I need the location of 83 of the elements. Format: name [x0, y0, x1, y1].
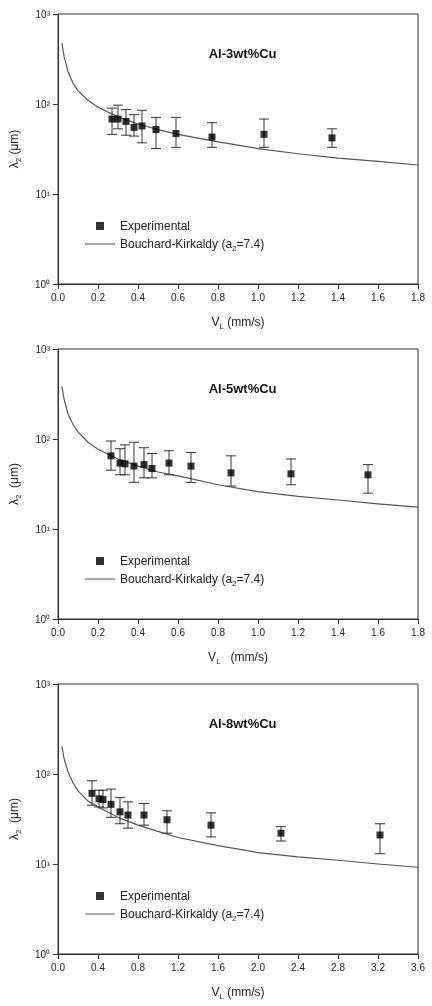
y-tick-label: 10³ [35, 343, 51, 355]
line-series [61, 42, 419, 166]
x-tick-label: 0.6 [171, 626, 186, 638]
x-tick-label: 2.8 [331, 961, 346, 973]
y-tick-label: 10⁰ [34, 278, 50, 290]
x-tick-label: 0.6 [171, 291, 186, 303]
point [124, 811, 132, 819]
point [114, 115, 122, 123]
y-axis-title: λ2 (μm) [7, 462, 23, 506]
x-tick-label: 1.4 [331, 291, 346, 303]
point [107, 452, 115, 460]
x-tick-label: 1.6 [371, 626, 386, 638]
text: Al-5wt%Cu [208, 381, 277, 396]
x-tick-label: 0.8 [211, 291, 226, 303]
point [88, 789, 96, 797]
x-tick-label: 1.6 [211, 961, 226, 973]
y-tick-label: 10² [35, 433, 51, 445]
x-tick-label: 1.8 [411, 626, 426, 638]
point [376, 831, 384, 839]
point [172, 130, 180, 138]
point [140, 461, 148, 469]
point [165, 459, 173, 467]
point [116, 808, 124, 816]
y-tick-label: 10³ [35, 678, 51, 690]
text: Al-3wt%Cu [208, 46, 277, 61]
y-tick-label: 10² [35, 768, 51, 780]
point [207, 821, 215, 829]
x-tick-label: 1.0 [251, 626, 266, 638]
y-tick-label: 10¹ [35, 858, 51, 870]
point [208, 133, 216, 141]
x-tick-label: 3.6 [411, 961, 426, 973]
point [187, 462, 195, 470]
x-tick-label: 0.8 [211, 626, 226, 638]
point [99, 796, 107, 804]
x-tick-label: 1.2 [171, 961, 186, 973]
point [287, 470, 295, 478]
x-tick-label: 3.2 [371, 961, 386, 973]
point [152, 126, 160, 134]
point [107, 800, 115, 808]
point [328, 134, 336, 142]
x-tick-label: 0.4 [91, 961, 106, 973]
point [260, 130, 268, 138]
text: Al-8wt%Cu [208, 716, 277, 731]
legend-label: Experimental [120, 219, 191, 233]
y-tick-label: 10¹ [35, 188, 51, 200]
point [140, 811, 148, 819]
x-tick-label: 0.2 [91, 291, 106, 303]
point [130, 123, 138, 131]
legend-label: Experimental [120, 889, 191, 903]
x-tick-label: 1.6 [371, 291, 386, 303]
y-axis-title: λ2 (μm) [7, 797, 23, 841]
x-tick-label: 1.0 [251, 291, 266, 303]
x-tick-label: 0.4 [131, 626, 146, 638]
y-axis-title: λ2 (μm) [7, 129, 23, 169]
point [121, 460, 129, 468]
x-tick-label: 2.4 [291, 961, 306, 973]
x-tick-label: 1.4 [331, 626, 346, 638]
point [364, 471, 372, 479]
point [227, 469, 235, 477]
y-tick-label: 10¹ [35, 523, 51, 535]
x-tick-label: 2.0 [251, 961, 266, 973]
x-tick-label: 0.2 [91, 626, 106, 638]
point [148, 465, 156, 473]
y-tick-label: 10⁰ [34, 613, 50, 625]
point [130, 462, 138, 470]
x-tick-label: 1.2 [291, 291, 306, 303]
y-tick-label: 10² [35, 98, 51, 110]
point [122, 117, 130, 125]
x-tick-label: 0.0 [51, 961, 66, 973]
x-tick-label: 0.0 [51, 291, 66, 303]
point [277, 829, 285, 837]
x-tick-label: 1.2 [291, 626, 306, 638]
x-tick-label: 0.4 [131, 291, 146, 303]
x-tick-label: 1.8 [411, 291, 426, 303]
point [163, 816, 171, 824]
line-series [61, 746, 419, 868]
point [138, 122, 146, 130]
line-series [61, 386, 419, 508]
x-tick-label: 0.0 [51, 626, 66, 638]
y-tick-label: 10⁰ [34, 948, 50, 960]
x-tick-label: 0.8 [131, 961, 146, 973]
y-tick-label: 10³ [35, 8, 51, 20]
legend-label: Experimental [120, 554, 191, 568]
